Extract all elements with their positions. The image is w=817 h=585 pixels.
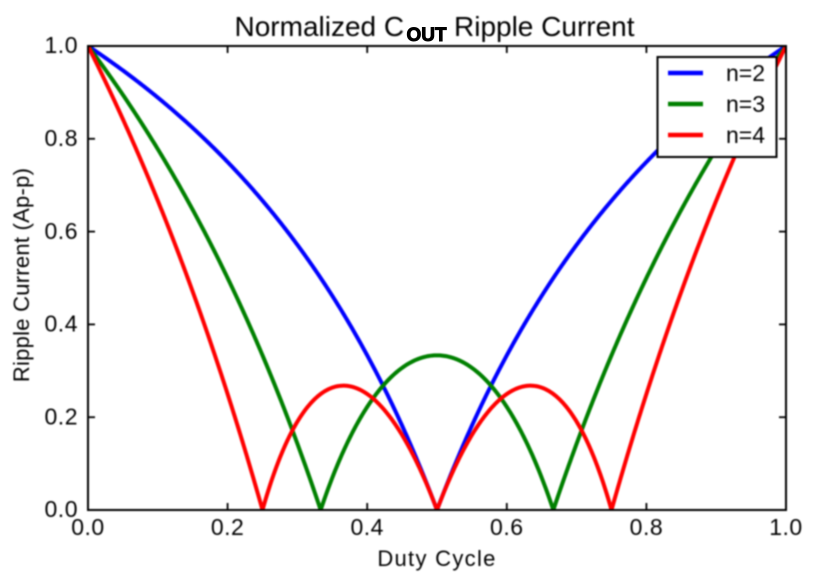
svg-text:Duty Cycle: Duty Cycle (377, 546, 496, 571)
svg-text:0.0: 0.0 (71, 514, 104, 540)
svg-text:0.2: 0.2 (211, 514, 244, 540)
svg-text:0.4: 0.4 (45, 311, 78, 337)
svg-text:0.4: 0.4 (350, 514, 383, 540)
svg-text:n=3: n=3 (726, 91, 765, 117)
svg-text:0.6: 0.6 (490, 514, 523, 540)
svg-text:0.6: 0.6 (45, 218, 78, 244)
svg-text:1.0: 1.0 (769, 514, 802, 540)
svg-text:0.8: 0.8 (630, 514, 663, 540)
svg-text:0.8: 0.8 (45, 125, 78, 151)
svg-text:0.0: 0.0 (45, 496, 78, 522)
svg-text:Ripple Current: Ripple Current (454, 11, 635, 42)
svg-text:n=2: n=2 (726, 60, 765, 86)
svg-text:0.2: 0.2 (45, 403, 78, 429)
svg-text:Normalized C: Normalized C (235, 11, 405, 42)
svg-text:OUT: OUT (407, 25, 448, 46)
svg-text:1.0: 1.0 (45, 32, 78, 58)
svg-text:n=4: n=4 (726, 122, 765, 148)
svg-text:Ripple Current (Ap-p): Ripple Current (Ap-p) (9, 168, 34, 382)
